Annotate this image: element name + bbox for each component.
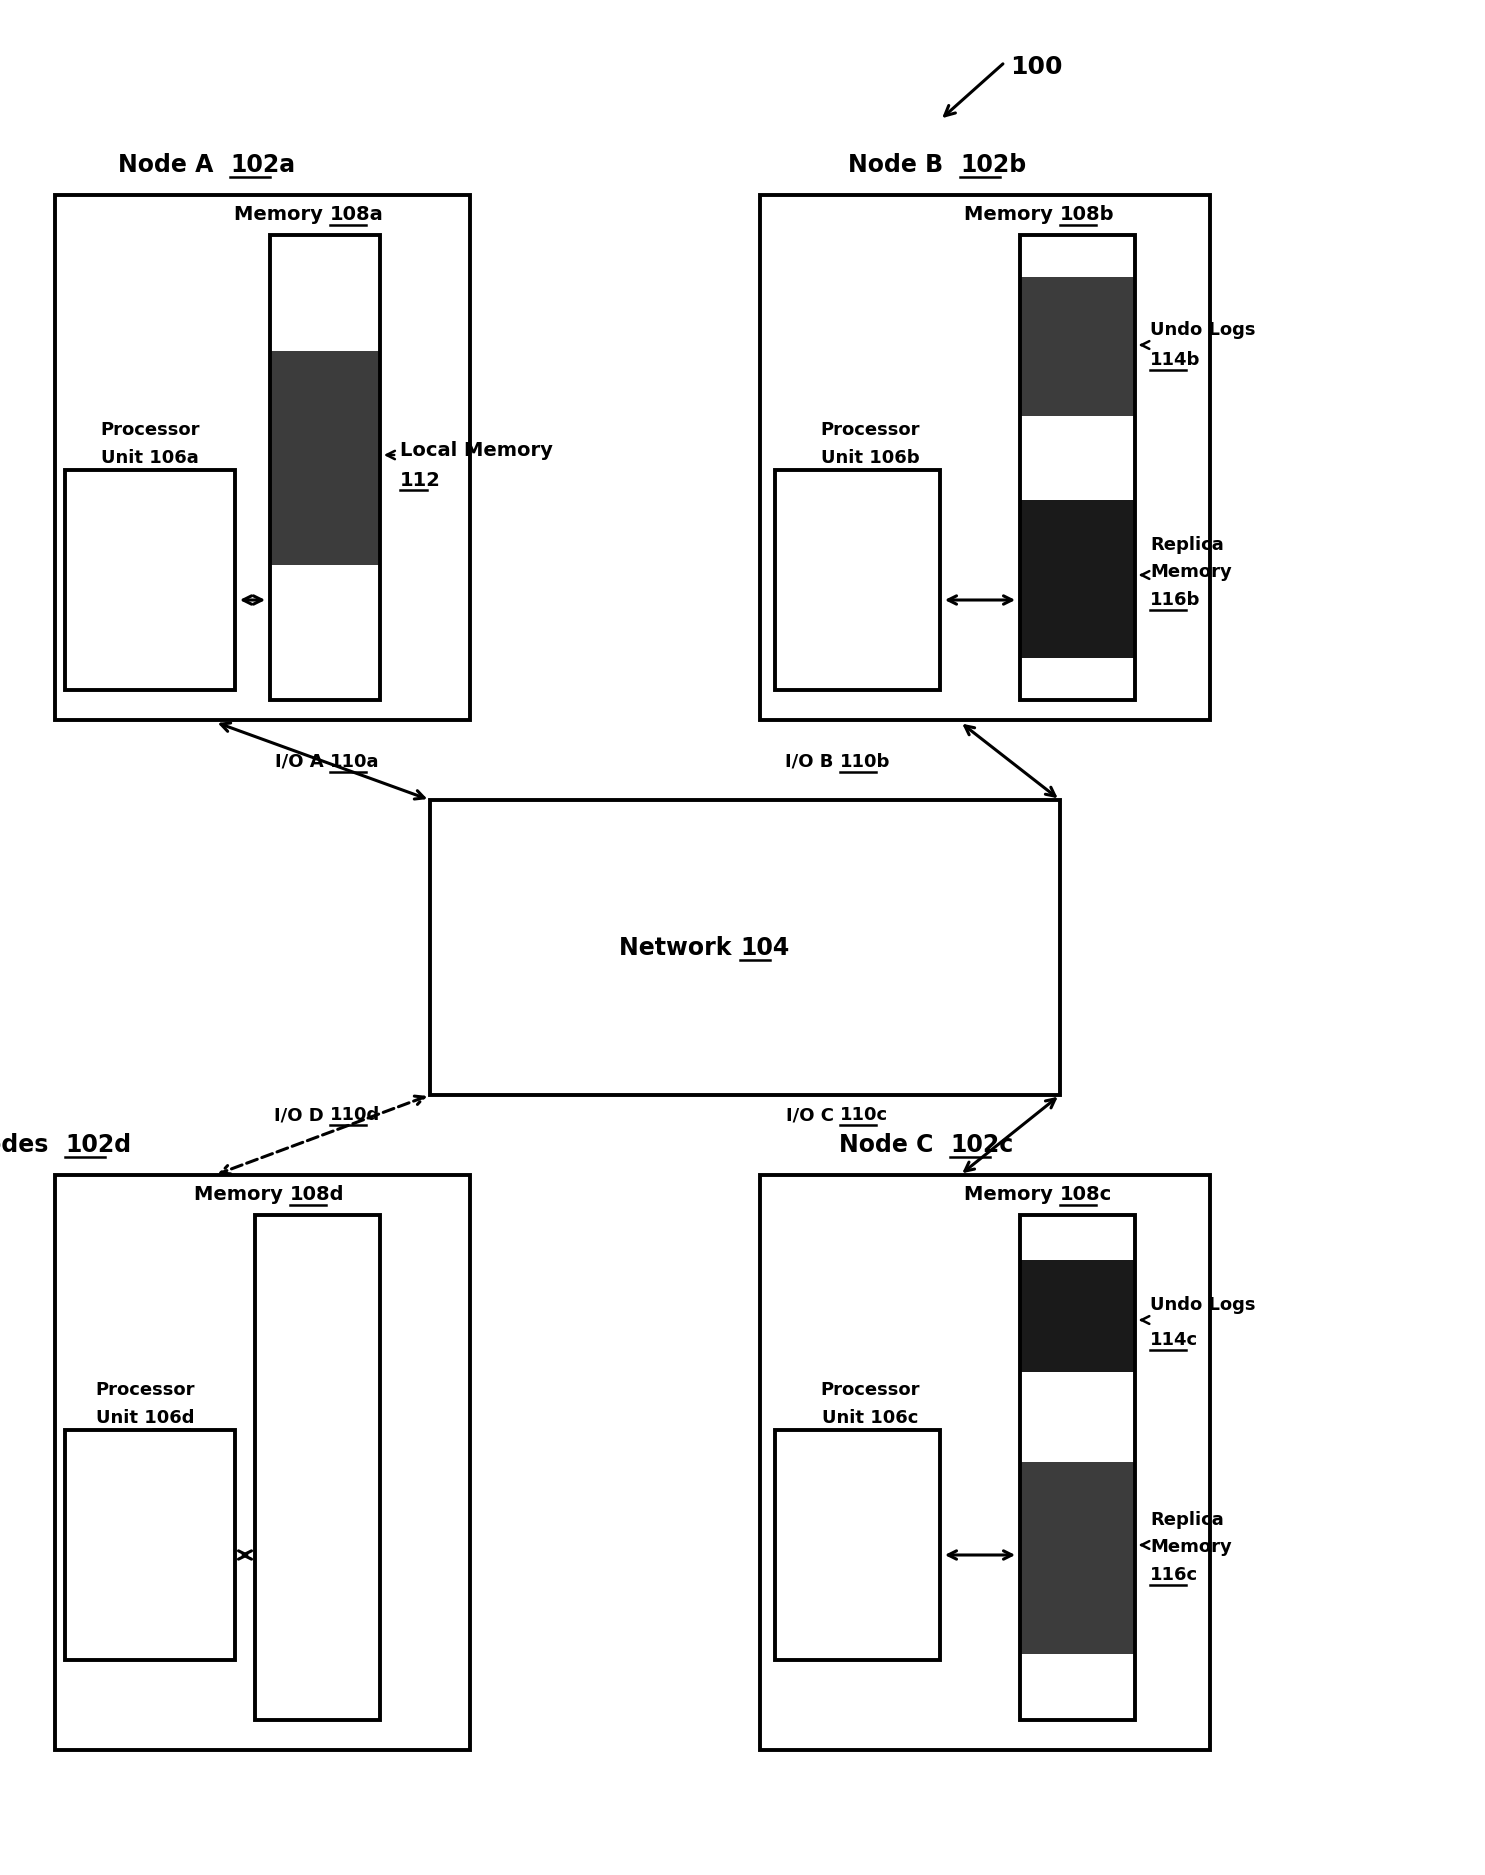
Text: Local Memory: Local Memory <box>399 441 552 459</box>
Text: Node C: Node C <box>839 1132 950 1157</box>
Text: Unit 106c: Unit 106c <box>821 1408 918 1427</box>
Text: 110b: 110b <box>841 754 891 771</box>
Text: 102a: 102a <box>230 154 296 176</box>
Text: 114c: 114c <box>1149 1331 1198 1348</box>
Text: 100: 100 <box>1010 54 1062 79</box>
Text: Node A: Node A <box>119 154 230 176</box>
Bar <box>255 1215 380 1719</box>
Bar <box>55 195 469 720</box>
Text: 110d: 110d <box>330 1106 380 1123</box>
Text: 116c: 116c <box>1149 1566 1198 1584</box>
Bar <box>760 195 1210 720</box>
Text: Undo Logs: Undo Logs <box>1149 1296 1255 1314</box>
Bar <box>1020 501 1135 658</box>
Bar <box>270 564 380 699</box>
Text: Node B: Node B <box>848 154 959 176</box>
Text: 110c: 110c <box>841 1106 888 1123</box>
Text: Memory: Memory <box>964 206 1060 225</box>
Text: 108d: 108d <box>290 1185 345 1204</box>
Text: Memory: Memory <box>195 1185 290 1204</box>
Text: Replica: Replica <box>1149 536 1224 553</box>
Bar <box>1020 1215 1135 1719</box>
Text: Memory: Memory <box>1149 1538 1231 1556</box>
Text: Network: Network <box>619 936 740 960</box>
Bar <box>1020 278 1135 416</box>
Text: 112: 112 <box>399 471 441 489</box>
Text: 102b: 102b <box>959 154 1026 176</box>
Bar <box>1020 1260 1135 1371</box>
Bar <box>775 1431 940 1659</box>
Bar <box>270 234 380 699</box>
Text: I/O C: I/O C <box>786 1106 841 1123</box>
Bar <box>775 471 940 690</box>
Text: Replica: Replica <box>1149 1511 1224 1528</box>
Text: Processor: Processor <box>95 1382 195 1399</box>
Text: I/O D: I/O D <box>275 1106 330 1123</box>
Text: Unit 106b: Unit 106b <box>821 448 919 467</box>
Bar <box>1020 1371 1135 1462</box>
Text: Unit 106d: Unit 106d <box>95 1408 195 1427</box>
Text: 102d: 102d <box>65 1132 131 1157</box>
Bar <box>1020 234 1135 699</box>
Bar <box>270 351 380 564</box>
Bar <box>431 801 1060 1095</box>
Text: Memory: Memory <box>1149 562 1231 581</box>
Text: Memory: Memory <box>235 206 330 225</box>
Bar <box>1020 1215 1135 1260</box>
Text: Unit 106a: Unit 106a <box>101 448 199 467</box>
Bar <box>55 1176 469 1749</box>
Text: 116b: 116b <box>1149 591 1200 609</box>
Bar <box>760 1176 1210 1749</box>
Bar <box>270 234 380 351</box>
Text: I/O A: I/O A <box>275 754 330 771</box>
Bar <box>255 1215 380 1719</box>
Text: 114b: 114b <box>1149 351 1200 369</box>
Bar <box>1020 1654 1135 1719</box>
Text: Processor: Processor <box>101 422 200 439</box>
Bar <box>1020 234 1135 278</box>
Bar <box>1020 416 1135 501</box>
Bar <box>65 471 235 690</box>
Text: Processor: Processor <box>820 422 919 439</box>
Text: Processor: Processor <box>820 1382 919 1399</box>
Text: Undo Logs: Undo Logs <box>1149 321 1255 339</box>
Text: I/O B: I/O B <box>786 754 841 771</box>
Text: 108b: 108b <box>1060 206 1115 225</box>
Text: Other  Nodes: Other Nodes <box>0 1132 65 1157</box>
Text: 102c: 102c <box>950 1132 1013 1157</box>
Text: 108a: 108a <box>330 206 383 225</box>
Text: 104: 104 <box>740 936 789 960</box>
Bar <box>1020 1462 1135 1654</box>
Text: Memory: Memory <box>964 1185 1060 1204</box>
Bar <box>65 1431 235 1659</box>
Bar <box>1020 658 1135 699</box>
Text: 110a: 110a <box>330 754 380 771</box>
Text: 108c: 108c <box>1060 1185 1112 1204</box>
